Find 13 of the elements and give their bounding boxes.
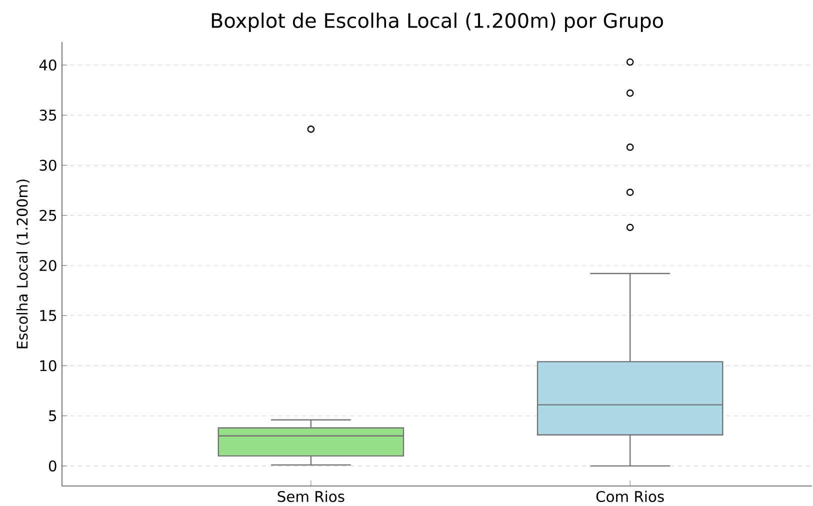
y-tick-label: 25 — [40, 210, 56, 221]
y-axis-title: Escolha Local (1.200m) — [16, 180, 30, 348]
y-tick-label: 10 — [40, 360, 56, 372]
y-tick-label: 20 — [40, 260, 56, 272]
y-tick-label: 35 — [40, 110, 56, 121]
x-tick-label: Sem Rios — [278, 490, 344, 502]
chart-title: Boxplot de Escolha Local (1.200m) por Grupo — [212, 12, 663, 32]
y-tick-label: 15 — [40, 310, 56, 322]
y-tick-label: 40 — [39, 60, 56, 71]
y-tick-label: 5 — [49, 410, 56, 422]
y-tick-label: 0 — [48, 460, 56, 472]
y-tick-label: 30 — [40, 160, 56, 171]
x-tick-label: Com Rios — [596, 490, 664, 502]
